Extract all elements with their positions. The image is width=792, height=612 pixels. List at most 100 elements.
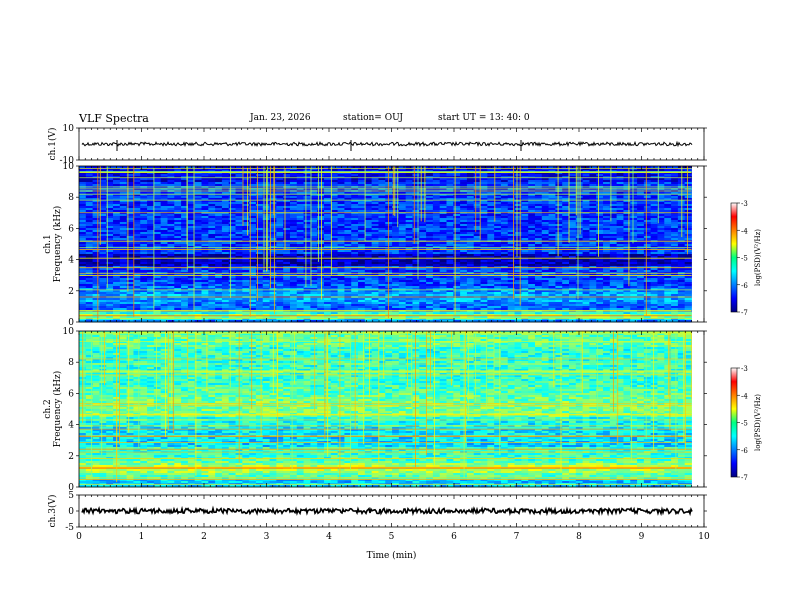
spectrogram-cell — [637, 176, 645, 179]
spectrogram-cell — [92, 182, 100, 185]
spectrogram-cell — [439, 200, 447, 203]
spectrogram-cell — [337, 198, 345, 201]
spectrogram-cell — [507, 182, 515, 185]
spectrogram-cell — [358, 196, 366, 199]
spectrogram-cell — [215, 200, 223, 203]
spectrogram-cell — [221, 196, 230, 199]
spectrogram-cell — [412, 184, 420, 187]
spectrogram-cell — [555, 172, 563, 175]
spectrogram-cell — [99, 178, 107, 181]
spectrogram-cell — [426, 166, 434, 169]
spectrogram-cell — [85, 200, 94, 203]
spectrogram-cell — [310, 192, 318, 195]
spectrogram-cell — [446, 166, 454, 169]
spectrogram-cell — [174, 208, 182, 211]
spectrogram-cell — [181, 178, 189, 181]
spectrogram-cell — [99, 200, 107, 203]
spectrogram-cell — [650, 208, 658, 211]
spectrogram-cell — [664, 182, 672, 185]
spectrogram-cell — [609, 184, 618, 187]
spectrogram-cell — [623, 204, 631, 207]
spectrogram-cell — [487, 210, 495, 213]
spectrogram-cell — [378, 178, 386, 181]
spectrogram-cell — [153, 208, 162, 211]
spectrogram-cell — [181, 192, 189, 195]
spectrogram-cell — [215, 196, 223, 199]
spectrogram-cell — [215, 172, 223, 175]
spectrogram-cell — [310, 172, 318, 175]
spectrogram-cell — [283, 212, 291, 215]
spectrogram-cell — [181, 208, 189, 211]
spectrogram-cell — [337, 180, 345, 183]
spectrogram-cell — [153, 214, 162, 217]
spectrogram-cell — [596, 166, 604, 169]
spectrogram-cell — [398, 184, 407, 187]
spectrogram-cell — [153, 184, 162, 187]
spectrogram-cell — [630, 198, 638, 201]
spectrogram-cell — [99, 176, 107, 179]
spectrogram-cell — [494, 194, 502, 197]
spectrogram-cell — [351, 168, 359, 171]
spectrogram-cell — [276, 196, 284, 199]
spectrogram-cell — [473, 176, 481, 179]
spectrogram-cell — [201, 194, 209, 197]
spectrogram-cell — [439, 206, 447, 209]
spectrogram-cell — [419, 182, 427, 185]
spectrogram-cell — [85, 194, 94, 197]
spectrogram-cell — [317, 178, 325, 181]
spectrogram-cell — [242, 178, 250, 181]
spectrogram-cell — [181, 216, 189, 219]
spectrogram-cell — [548, 168, 556, 171]
spectrogram-cell — [181, 196, 189, 199]
spectrogram-cell — [289, 202, 298, 205]
spectrogram-cell — [208, 192, 216, 195]
spectrogram-cell — [371, 178, 379, 181]
spectrogram-cell — [623, 176, 631, 179]
spectrogram-cell — [514, 196, 522, 199]
spectrogram-cell — [324, 168, 332, 171]
spectrogram-cell — [466, 214, 475, 217]
spectrogram-cell — [330, 206, 339, 209]
spectrogram-cell — [303, 182, 311, 185]
spectrogram-cell — [623, 200, 631, 203]
spectrogram-cell — [221, 198, 230, 201]
spectrogram-cell — [507, 172, 515, 175]
spectrogram-cell — [364, 214, 373, 217]
spectrogram-cell — [358, 202, 366, 205]
spectrogram-cell — [480, 200, 488, 203]
spectrogram-cell — [235, 208, 243, 211]
spectrogram-cell — [460, 204, 468, 207]
spectrogram-cell — [255, 210, 264, 213]
spectrogram-cell — [671, 206, 679, 209]
spectrogram-cell — [133, 206, 141, 209]
spectrogram-cell — [528, 166, 536, 169]
spectrogram-cell — [167, 174, 175, 177]
spectrogram-cell — [358, 208, 366, 211]
spectrogram-cell — [194, 200, 202, 203]
spectrogram-cell — [317, 214, 325, 217]
spectrogram-cell — [637, 210, 645, 213]
spectrogram-cell — [201, 214, 209, 217]
spectrogram-cell — [671, 204, 679, 207]
spectrogram-cell — [507, 204, 515, 207]
spectrogram-cell — [569, 214, 577, 217]
spectrogram-cell — [194, 210, 202, 213]
spectrogram-cell — [317, 176, 325, 179]
spectrogram-cell — [153, 176, 162, 179]
spectrogram-cell — [201, 174, 209, 177]
spectrogram-cell — [235, 196, 243, 199]
spectrogram-cell — [575, 204, 584, 207]
spectrogram-cell — [426, 200, 434, 203]
spectrogram-cell — [569, 184, 577, 187]
spectrogram-cell — [575, 202, 584, 205]
spectrogram-cell — [324, 176, 332, 179]
spectrogram-cell — [630, 214, 638, 217]
spectrogram-cell — [276, 166, 284, 169]
spectrogram-cell — [283, 168, 291, 171]
spectrogram-cell — [296, 192, 304, 195]
spectrogram-cell — [473, 182, 481, 185]
spectrogram-cell — [405, 184, 413, 187]
spectrogram-cell — [119, 166, 128, 169]
spectrogram-cell — [609, 210, 618, 213]
